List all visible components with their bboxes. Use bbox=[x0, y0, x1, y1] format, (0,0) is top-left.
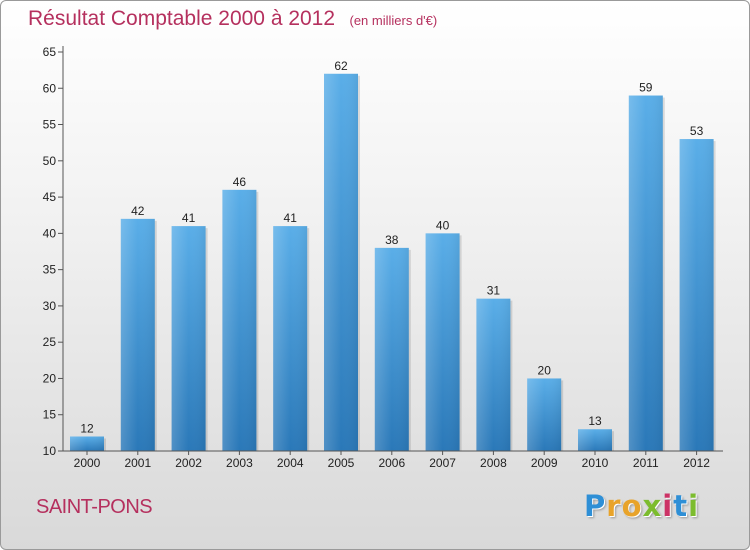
chart-title-main: Résultat Comptable 2000 à 2012 bbox=[28, 7, 336, 30]
bar-shine bbox=[171, 226, 206, 451]
bar-shine bbox=[578, 429, 612, 451]
x-tick-label-2000: 2000 bbox=[74, 456, 101, 470]
x-tick-label-2008: 2008 bbox=[480, 456, 507, 470]
y-tick-label: 25 bbox=[43, 335, 57, 349]
x-tick-label-2012: 2012 bbox=[683, 456, 710, 470]
logo-letter: P bbox=[584, 489, 607, 523]
x-tick-label-2010: 2010 bbox=[582, 456, 609, 470]
data-label-2004: 41 bbox=[284, 211, 298, 225]
y-tick-label: 65 bbox=[43, 45, 57, 59]
y-tick-label: 35 bbox=[43, 263, 57, 277]
x-tick-label-2007: 2007 bbox=[429, 456, 456, 470]
data-label-2011: 59 bbox=[639, 81, 653, 95]
logo-letter: i bbox=[688, 489, 700, 523]
data-label-2000: 12 bbox=[80, 421, 94, 435]
data-label-2006: 38 bbox=[385, 233, 399, 247]
y-tick-label: 15 bbox=[43, 408, 57, 422]
y-tick-label: 45 bbox=[43, 190, 57, 204]
bar-shine bbox=[120, 218, 155, 451]
data-label-2001: 42 bbox=[131, 204, 145, 218]
bar-shine bbox=[527, 378, 562, 451]
y-tick-label: 10 bbox=[43, 444, 57, 458]
x-tick-label-2004: 2004 bbox=[277, 456, 304, 470]
logo-letter: o bbox=[621, 489, 643, 523]
bar-shine bbox=[324, 73, 358, 451]
chart-title: Résultat Comptable 2000 à 2012 (en milli… bbox=[28, 7, 437, 31]
bar-shine bbox=[222, 189, 257, 451]
x-tick-label-2006: 2006 bbox=[378, 456, 405, 470]
bar-shine bbox=[476, 298, 511, 451]
bar-shine bbox=[70, 436, 104, 451]
x-tick-label-2002: 2002 bbox=[175, 456, 202, 470]
x-tick-label-2003: 2003 bbox=[226, 456, 253, 470]
bars: 12 42 41 46 41 62 38 40 31 20 13 59 53 bbox=[70, 59, 716, 451]
x-axis: 2000 2001 2002 2003 2004 2005 2006 2007 2008 2009… bbox=[63, 450, 723, 470]
y-axis: 10 15 20 25 30 35 40 45 50 55 60 65 bbox=[43, 45, 64, 458]
data-label-2009: 20 bbox=[538, 363, 552, 377]
y-tick-label: 30 bbox=[43, 299, 57, 313]
data-label-2012: 53 bbox=[690, 124, 704, 138]
chart-title-unit: (en milliers d'€) bbox=[349, 13, 438, 28]
y-tick-label: 55 bbox=[43, 118, 57, 132]
data-label-2002: 41 bbox=[182, 211, 196, 225]
x-tick-label-2009: 2009 bbox=[531, 456, 558, 470]
bar-shine bbox=[273, 226, 308, 451]
logo-letter: r bbox=[606, 489, 622, 523]
location-name: SAINT-PONS bbox=[36, 496, 153, 518]
x-tick-label-2011: 2011 bbox=[633, 456, 659, 470]
x-tick-label-2001: 2001 bbox=[124, 456, 151, 470]
x-tick-label-2005: 2005 bbox=[328, 456, 355, 470]
y-tick-label: 50 bbox=[43, 154, 57, 168]
logo-letter: i bbox=[662, 489, 674, 523]
bar-shine bbox=[628, 95, 663, 451]
data-label-2005: 62 bbox=[334, 59, 348, 73]
bar-shine bbox=[679, 139, 714, 451]
data-label-2010: 13 bbox=[588, 414, 602, 428]
proxiti-logo: Proxiti bbox=[584, 489, 699, 523]
logo-letter: t bbox=[673, 489, 689, 523]
logo-letter: x bbox=[642, 489, 663, 523]
bar-shine bbox=[374, 247, 409, 451]
data-label-2007: 40 bbox=[436, 218, 450, 232]
y-tick-label: 20 bbox=[43, 371, 57, 385]
data-label-2003: 46 bbox=[233, 175, 247, 189]
bar-shine bbox=[425, 233, 460, 451]
y-tick-label: 40 bbox=[43, 226, 57, 240]
y-tick-label: 60 bbox=[43, 81, 57, 95]
data-label-2008: 31 bbox=[487, 284, 501, 298]
